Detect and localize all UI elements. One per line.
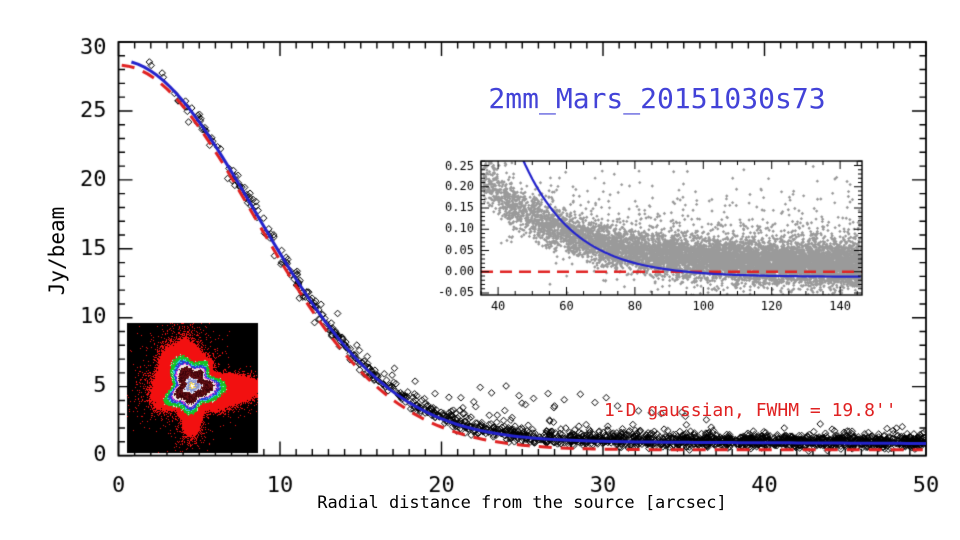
y-axis-label: Jy/beam — [45, 206, 69, 296]
x-axis-label: Radial distance from the source [arcsec] — [317, 493, 727, 513]
gaussian-fwhm-annotation: 1-D gaussian, FWHM = 19.8'' — [604, 400, 897, 421]
plot-title: 2mm_Mars_20151030s73 — [488, 82, 826, 115]
